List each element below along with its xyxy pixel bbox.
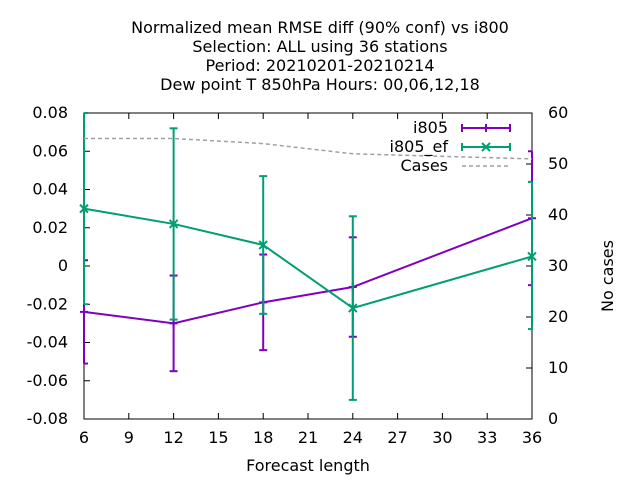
y2-tick-label: 20 (548, 307, 568, 326)
x-tick-label: 12 (163, 428, 183, 447)
y-tick-label: 0.06 (32, 141, 68, 160)
x-axis-label: Forecast length (246, 456, 370, 475)
y2-tick-label: 0 (548, 409, 558, 428)
legend-label: Cases (401, 156, 449, 175)
x-tick-label: 30 (432, 428, 452, 447)
chart-title-line: Selection: ALL using 36 stations (192, 37, 447, 56)
data-point-i805-ef (258, 240, 268, 250)
x-tick-label: 24 (343, 428, 363, 447)
x-tick-label: 33 (477, 428, 497, 447)
x-tick-label: 21 (298, 428, 318, 447)
y-tick-label: -0.04 (27, 333, 68, 352)
chart-title-line: Normalized mean RMSE diff (90% conf) vs … (131, 18, 509, 37)
y-tick-label: 0.08 (32, 103, 68, 122)
legend-marker-i805 (482, 124, 490, 132)
y2-tick-label: 30 (548, 256, 568, 275)
x-tick-label: 36 (522, 428, 542, 447)
series-line-cases (84, 137, 533, 160)
chart-title-line: Period: 20210201-20210214 (205, 56, 434, 75)
chart-title: Normalized mean RMSE diff (90% conf) vs … (131, 18, 509, 94)
x-tick-label: 6 (79, 428, 89, 447)
data-point-i805-ef (168, 219, 179, 229)
data-point-i805 (80, 307, 88, 316)
x-tick-label: 9 (124, 428, 134, 447)
y-tick-label: -0.06 (27, 371, 68, 390)
y-tick-label: 0.04 (32, 180, 68, 199)
x-tick-label: 18 (253, 428, 273, 447)
y-tick-label: -0.02 (27, 294, 68, 313)
y2-tick-label: 40 (548, 205, 568, 224)
x-tick-label: 27 (387, 428, 407, 447)
y2-axis: 0 10 20 30 40 50 60 (526, 103, 568, 428)
plot-frame (83, 112, 533, 420)
y2-axis-label: No cases (598, 240, 617, 312)
series-line-i805-ef (83, 207, 533, 310)
y-tick-label: 0.02 (32, 218, 68, 237)
chart-title-line: Dew point T 850hPa Hours: 00,06,12,18 (160, 75, 480, 94)
y-axis: -0.08 -0.06 -0.04 -0.02 0 0.02 0.04 0.06 0.08 (27, 103, 90, 428)
legend-label: i805 (413, 118, 448, 137)
legend-marker-i805-ef (481, 142, 491, 152)
data-point-i805-ef (348, 303, 358, 313)
data-point-i805-ef (527, 251, 537, 262)
y-tick-label: 0 (58, 256, 68, 275)
y-tick-label: -0.08 (27, 409, 68, 428)
x-tick-label: 15 (208, 428, 228, 447)
series (79, 112, 537, 401)
legend-label: i805_ef (390, 137, 449, 157)
y2-tick-label: 10 (548, 358, 568, 377)
y2-tick-label: 60 (548, 103, 568, 122)
data-point-i805-ef (79, 203, 89, 214)
data-point-i805 (169, 319, 178, 328)
y2-tick-label: 50 (548, 154, 568, 173)
series-line-i805 (83, 217, 533, 325)
x-axis: 6 9 12 15 18 21 24 27 30 33 36 (79, 113, 542, 447)
